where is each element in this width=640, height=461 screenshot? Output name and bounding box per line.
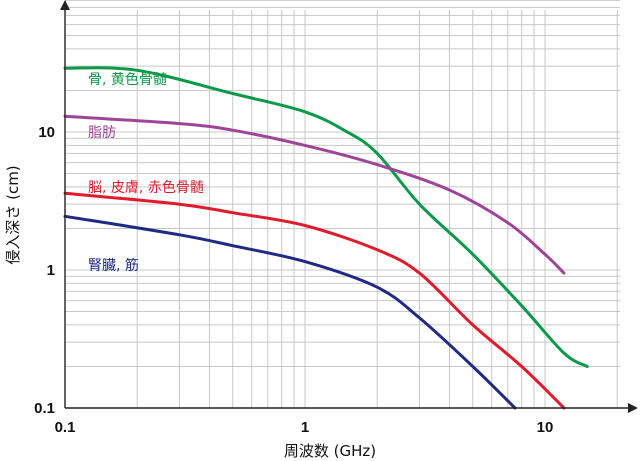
series-label: 骨, 黄色骨髄: [88, 71, 167, 88]
series-line: [63, 114, 566, 275]
series-line: [63, 214, 517, 410]
x-tick-label: 10: [537, 419, 554, 436]
axes: [60, 0, 638, 413]
x-axis-title: 周波数 (GHz): [284, 442, 376, 460]
series-label: 脳, 皮膚, 赤色骨髄: [88, 179, 204, 196]
series-line: [63, 66, 589, 368]
y-tick-label: 0.1: [34, 400, 55, 417]
series-lines: [63, 66, 589, 410]
x-tick-label: 1: [301, 419, 309, 436]
series-line: [63, 191, 566, 410]
x-axis-arrow: [628, 403, 638, 413]
series-label: 脂肪: [88, 125, 116, 141]
x-tick-label: 0.1: [55, 419, 76, 436]
tick-labels: 0.1 1 10 0.1 1 10 100: [30, 0, 553, 436]
series-label: 腎臓, 筋: [88, 257, 139, 274]
y-tick-label: 1: [47, 262, 55, 279]
grid: [64, 0, 620, 409]
y-tick-label: 10: [38, 124, 55, 141]
y-axis-arrow: [60, 0, 70, 10]
y-axis-title: 侵入深さ (cm): [4, 165, 22, 264]
y-tick-label: 100: [30, 0, 55, 3]
